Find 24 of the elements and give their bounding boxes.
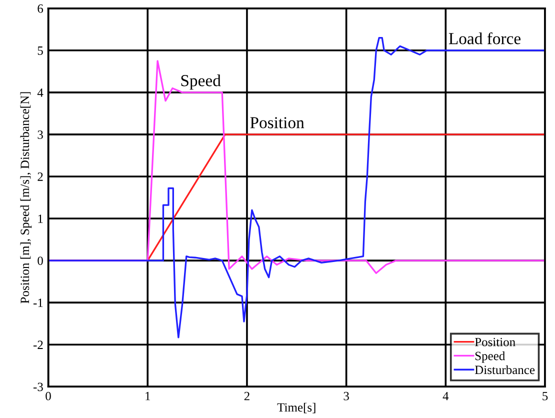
annotation: Load force [448,32,521,44]
x-tick-label: 5 [542,392,548,400]
legend-label: Position [474,338,516,346]
annotation: Position [250,117,304,128]
x-tick-label: 0 [46,392,51,400]
y-tick-label: 1 [38,214,43,223]
annotation: Speed [181,74,221,90]
legend-label: Speed [475,351,506,363]
y-axis-title: Position [m], Speed [m/s], Disturbance[N] [20,92,32,304]
x-axis-title: Time[s] [277,402,316,414]
legend-label: Disturbance [474,365,535,374]
y-tick-label: 3 [38,130,43,139]
x-tick-label: 3 [344,392,349,400]
y-tick-label: 5 [38,46,43,55]
x-tick-label: 4 [442,392,449,400]
x-tick-label: 2 [244,392,250,400]
y-tick-label: -2 [33,340,43,349]
y-tick-label: 0 [38,256,43,266]
x-tick-label: 1 [146,392,150,400]
y-tick-label: -3 [33,382,43,392]
y-tick-label: 4 [37,88,44,97]
y-tick-label: 2 [38,172,43,181]
y-tick-label: 6 [38,4,44,13]
y-tick-label: -1 [33,298,43,307]
